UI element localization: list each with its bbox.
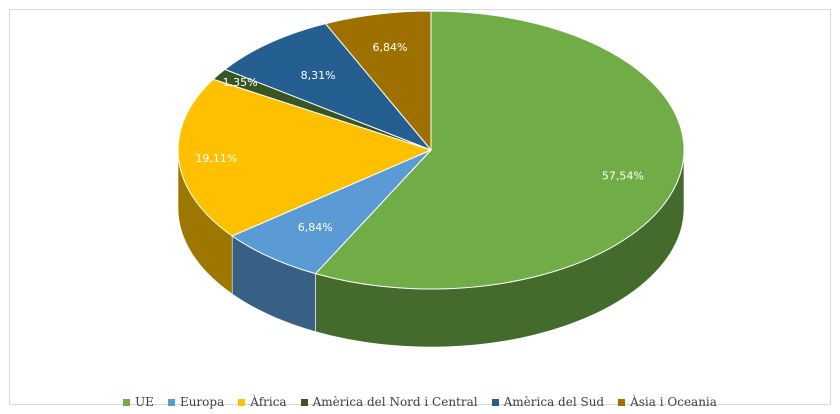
data-label-1: 6,84% (298, 221, 333, 234)
pie-slice-4 (223, 23, 432, 151)
legend-label-1: Europa (179, 395, 225, 409)
data-label-5: 6,84% (373, 41, 408, 54)
legend-label-4: Amèrica del Sud (503, 395, 605, 409)
legend-swatch-4 (491, 398, 499, 406)
legend-item-0: UE (123, 395, 154, 409)
legend-item-3: Amèrica del Nord i Central (300, 395, 478, 409)
legend-label-2: Àfrica (250, 395, 287, 409)
legend-swatch-5 (618, 398, 626, 406)
data-label-0: 57,54% (602, 169, 644, 182)
data-labels: 57,54% 6,84% 19,11% 1,35% 8,31% 6,84% (195, 41, 643, 234)
pie-slice-0 (314, 10, 685, 290)
pie-chart: 57,54% 6,84% 19,11% 1,35% 8,31% 6,84% (177, 10, 685, 348)
legend-label-0: UE (135, 395, 154, 409)
legend-swatch-3 (300, 398, 308, 406)
pie-slice-1 (231, 149, 432, 275)
legend-item-1: Europa (167, 395, 225, 409)
legend-swatch-1 (167, 398, 175, 406)
legend-item-4: Amèrica del Sud (491, 395, 605, 409)
legend-label-5: Àsia i Oceania (630, 395, 717, 409)
legend-item-5: Àsia i Oceania (618, 395, 717, 409)
legend-label-3: Amèrica del Nord i Central (312, 395, 478, 409)
data-label-2: 19,11% (195, 152, 237, 165)
legend-swatch-0 (123, 398, 131, 406)
legend-swatch-2 (238, 398, 246, 406)
legend: UE Europa Àfrica Amèrica del Nord i Central… (0, 392, 840, 412)
pie-top (177, 10, 685, 290)
data-label-3: 1,35% (223, 76, 258, 89)
data-label-4: 8,31% (301, 69, 336, 82)
pie-slice-5 (324, 10, 432, 152)
pie-slice-2 (177, 78, 433, 237)
legend-item-2: Àfrica (238, 395, 287, 409)
